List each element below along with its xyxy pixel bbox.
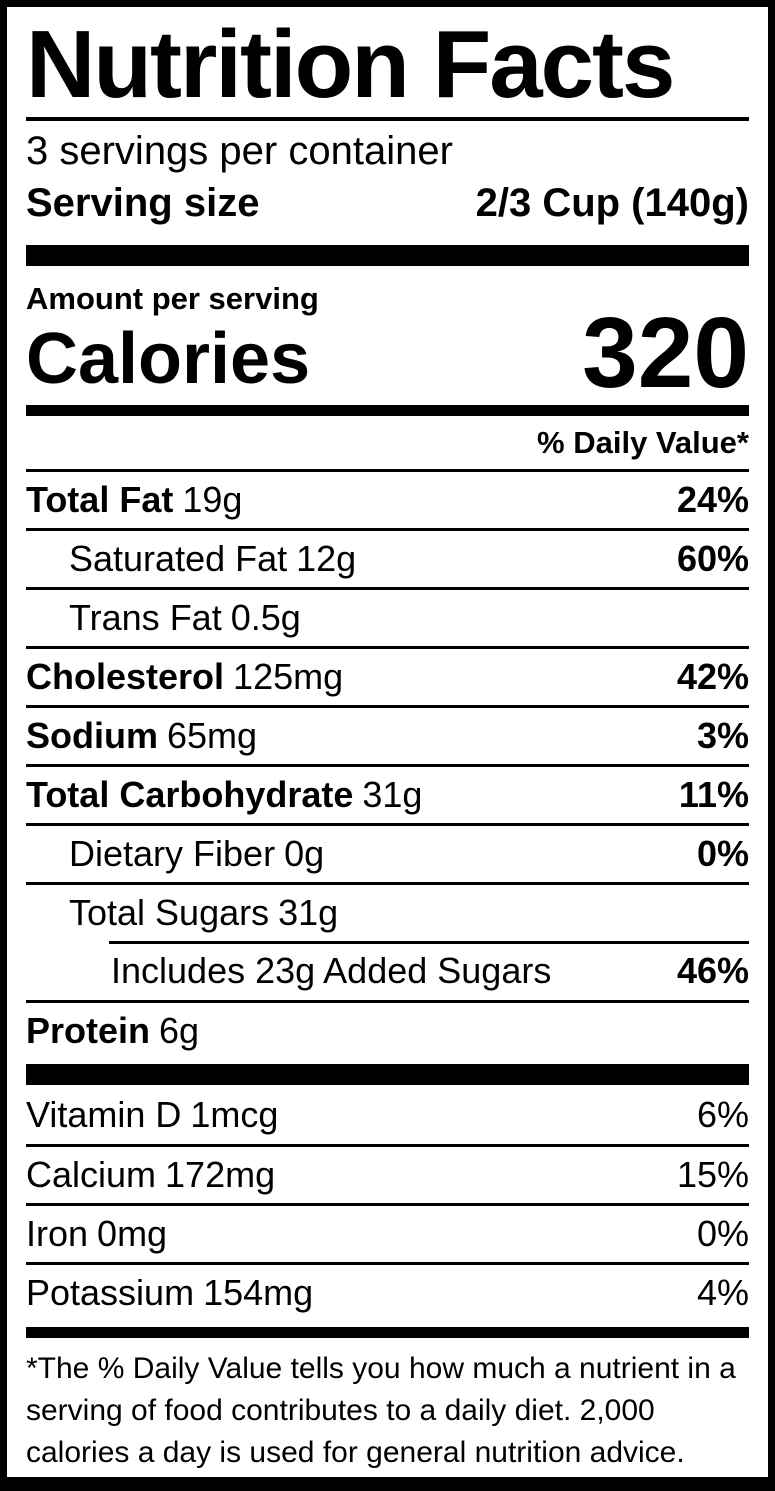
nutrient-name: Saturated Fat bbox=[69, 538, 288, 580]
vitamin-name: Potassium bbox=[26, 1272, 195, 1314]
calories-value: 320 bbox=[582, 297, 749, 410]
nutrient-amount: 0.5g bbox=[230, 597, 301, 639]
nutrient-row-added-sugars: Includes 23g Added Sugars 46% bbox=[26, 941, 749, 1000]
vitamin-row-potassium: Potassium 154mg 4% bbox=[26, 1262, 749, 1321]
vitamin-name: Vitamin D bbox=[26, 1093, 182, 1135]
vitamin-name: Iron bbox=[26, 1213, 89, 1255]
vitamin-amount: 1mcg bbox=[190, 1093, 279, 1135]
nutrient-amount: 19g bbox=[182, 479, 243, 521]
nutrient-name: Includes 23g Added Sugars bbox=[111, 949, 552, 991]
daily-value-header: % Daily Value* bbox=[537, 425, 749, 461]
nutrient-row-dietary-fiber: Dietary Fiber 0g 0% bbox=[26, 823, 749, 882]
nutrient-dv: 42% bbox=[676, 656, 749, 698]
vitamin-row-vitamin-d: Vitamin D 1mcg 6% bbox=[26, 1085, 749, 1144]
medium-separator-bar-footnote bbox=[26, 1327, 749, 1339]
nutrient-amount: 31g bbox=[278, 892, 339, 934]
nutrient-amount: 31g bbox=[362, 774, 423, 816]
vitamin-dv: 15% bbox=[676, 1154, 749, 1196]
calories-row: Calories 320 bbox=[26, 303, 749, 403]
nutrient-row-protein: Protein 6g bbox=[26, 1000, 749, 1059]
nutrient-amount: 0g bbox=[284, 833, 325, 875]
nutrient-name: Cholesterol bbox=[26, 656, 225, 698]
vitamin-amount: 154mg bbox=[203, 1272, 314, 1314]
nutrient-row-total-sugars: Total Sugars 31g bbox=[26, 882, 749, 941]
calories-label: Calories bbox=[26, 318, 311, 399]
serving-size-label: Serving size bbox=[26, 181, 260, 225]
nutrient-name: Total Fat bbox=[26, 479, 174, 521]
nutrient-amount: 125mg bbox=[233, 656, 344, 698]
nutrient-row-cholesterol: Cholesterol 125mg 42% bbox=[26, 646, 749, 705]
rule-below-title bbox=[26, 117, 749, 121]
vitamin-dv: 6% bbox=[696, 1093, 749, 1135]
nutrient-name: Sodium bbox=[26, 715, 158, 757]
nutrient-name: Total Carbohydrate bbox=[26, 774, 354, 816]
vitamin-dv: 0% bbox=[696, 1213, 749, 1255]
amount-per-serving: Amount per serving bbox=[26, 281, 319, 316]
daily-value-footnote: *The % Daily Value tells you how much a … bbox=[26, 1352, 736, 1470]
nutrient-name: Dietary Fiber bbox=[69, 833, 276, 875]
nutrient-dv: 60% bbox=[676, 538, 749, 580]
vitamin-dv: 4% bbox=[696, 1272, 749, 1314]
nutrient-name: Trans Fat bbox=[69, 597, 222, 639]
serving-size-value: 2/3 Cup (140g) bbox=[475, 181, 749, 225]
vitamin-row-iron: Iron 0mg 0% bbox=[26, 1203, 749, 1262]
nutrient-name: Protein bbox=[26, 1010, 151, 1052]
vitamin-row-calcium: Calcium 172mg 15% bbox=[26, 1144, 749, 1203]
vitamin-amount: 172mg bbox=[165, 1154, 276, 1196]
nutrient-dv: 46% bbox=[676, 949, 749, 991]
nutrient-row-saturated-fat: Saturated Fat 12g 60% bbox=[26, 528, 749, 587]
thick-separator-bar-top bbox=[26, 245, 749, 266]
nutrient-dv: 24% bbox=[676, 479, 749, 521]
nutrient-row-total-fat: Total Fat 19g 24% bbox=[26, 469, 749, 528]
serving-size-row: Serving size 2/3 Cup (140g) bbox=[26, 177, 749, 229]
nutrient-dv: 0% bbox=[696, 833, 749, 875]
thick-separator-bar-protein bbox=[26, 1064, 749, 1086]
medium-separator-bar-calories bbox=[26, 405, 749, 417]
nutrient-dv: 11% bbox=[678, 774, 749, 816]
vitamin-name: Calcium bbox=[26, 1154, 157, 1196]
nutrient-row-trans-fat: Trans Fat 0.5g bbox=[26, 587, 749, 646]
servings-per-container: 3 servings per container bbox=[26, 129, 453, 173]
nutrient-dv: 3% bbox=[696, 715, 749, 757]
nutrient-amount: 12g bbox=[296, 538, 357, 580]
nutrient-row-total-carbohydrate: Total Carbohydrate 31g 11% bbox=[26, 764, 749, 823]
vitamin-amount: 0mg bbox=[97, 1213, 168, 1255]
label-title: Nutrition Facts bbox=[26, 11, 675, 118]
nutrient-amount: 6g bbox=[159, 1010, 200, 1052]
nutrient-row-sodium: Sodium 65mg 3% bbox=[26, 705, 749, 764]
nutrient-amount: 65mg bbox=[167, 715, 258, 757]
nutrient-name: Total Sugars bbox=[69, 892, 270, 934]
